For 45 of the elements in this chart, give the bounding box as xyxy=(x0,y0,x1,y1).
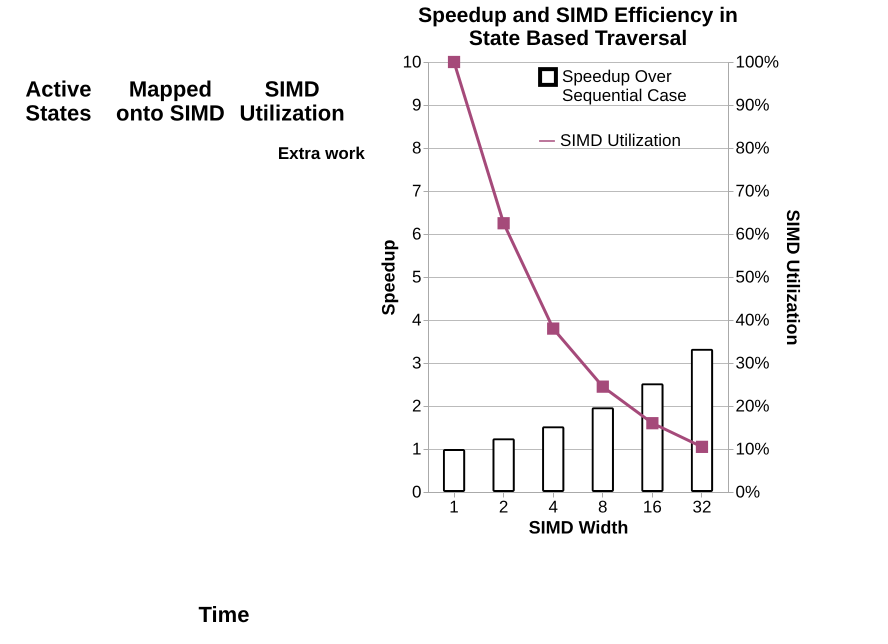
y-tick-label: 0 xyxy=(412,482,422,502)
y-tick-label: 8 xyxy=(412,138,422,158)
x-tick-label: 32 xyxy=(692,498,712,516)
chart-title: Speedup and SIMD Efficiency in State Based Traversal xyxy=(418,4,738,50)
x-tick-label: 2 xyxy=(498,498,508,516)
y-tick-label: 2 xyxy=(412,396,422,416)
y2-tick-label: 40% xyxy=(736,310,770,330)
text: SIMD Utilization xyxy=(240,76,345,126)
y2-tick-label: 70% xyxy=(736,182,770,200)
y-tick-label: 4 xyxy=(412,310,422,330)
y2-tick-label: 0% xyxy=(736,482,760,502)
text: Active States xyxy=(25,76,92,126)
point xyxy=(646,417,659,430)
y2-tick-label: 50% xyxy=(736,268,770,286)
point xyxy=(497,217,510,230)
y2-axis-title: SIMD Utilization xyxy=(782,210,803,346)
y-tick-label: 5 xyxy=(412,268,422,286)
legend-label: Speedup Over Sequential Case xyxy=(562,67,687,105)
text: Mapped onto SIMD xyxy=(116,76,225,126)
y-tick-label: 1 xyxy=(412,440,422,458)
y-tick-label: 9 xyxy=(412,96,422,114)
x-tick-label: 16 xyxy=(642,498,662,516)
legend-label: SIMD Utilization xyxy=(560,131,681,150)
y2-tick-label: 20% xyxy=(736,396,770,416)
y2-tick-label: 80% xyxy=(736,138,770,158)
point xyxy=(696,440,708,453)
y-tick-label: 3 xyxy=(412,354,422,372)
y2-tick-label: 60% xyxy=(736,224,770,244)
x-tick-label: 1 xyxy=(449,498,459,516)
y2-tick-label: 100% xyxy=(736,52,779,72)
y-tick-label: 10 xyxy=(402,52,422,72)
text: Extra work xyxy=(278,144,366,164)
y-axis-title: Speedup xyxy=(378,239,399,316)
y2-tick-label: 30% xyxy=(736,354,770,372)
point xyxy=(547,322,560,335)
y-tick-label: 7 xyxy=(412,182,422,200)
x-tick-label: 4 xyxy=(548,498,558,516)
point xyxy=(448,56,460,68)
y2-tick-label: 90% xyxy=(736,96,770,114)
y2-tick-label: 10% xyxy=(736,440,770,458)
y-tick-label: 6 xyxy=(412,224,422,244)
x-tick-label: 8 xyxy=(598,498,608,516)
point xyxy=(596,380,609,393)
text: Time xyxy=(198,602,250,628)
x-axis-title: SIMD Width xyxy=(528,518,628,538)
